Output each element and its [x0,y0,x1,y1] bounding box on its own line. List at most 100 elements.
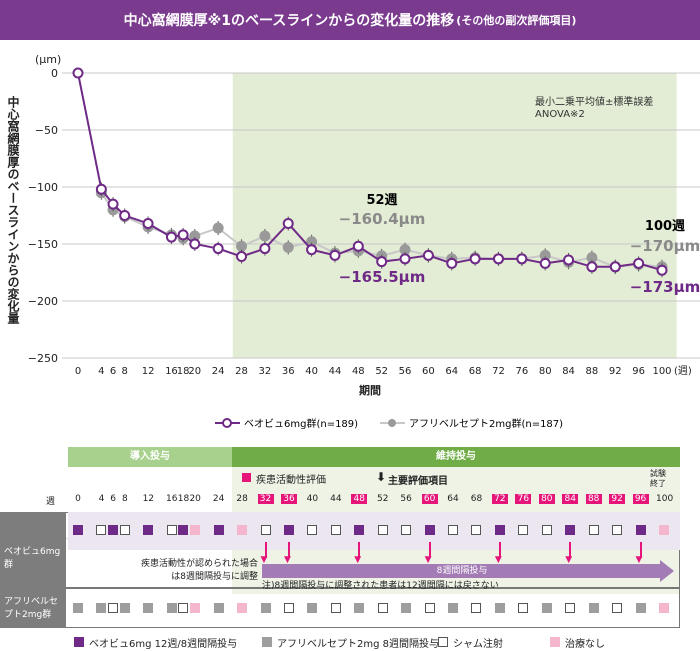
week-number: 32 [257,494,274,504]
beovu-dose-S [471,525,482,535]
adjust-arrow [358,542,361,558]
week-number: 12 [142,494,155,504]
beovu-dose-S [119,525,130,535]
data-point [212,222,224,234]
data-point [329,249,341,261]
afl-dose-S [178,603,189,613]
legend-beovu: ベオビュ6mg群(n=189) [244,417,358,430]
afl-dose-K [190,603,201,613]
data-point [259,243,271,255]
data-point [259,230,271,242]
week-number: 28 [236,494,248,504]
beovu-dose-P [494,525,505,535]
x-tick-label: 40 [305,366,318,377]
x-tick-label: 84 [562,366,575,377]
week-number: 80 [538,494,555,504]
beovu-dose-P [635,525,646,535]
adjust-note: 疾患活動性が認められた場合は8週間隔投与に調整 [140,559,258,582]
x-tick-label: 68 [469,366,482,377]
title-main: 中心窩網膜厚※1のベースラインからの変化量の推移 [123,13,455,29]
adjust-arrow [264,542,267,558]
beovu-dose-P [73,525,83,535]
beovu-dose-S [541,525,552,535]
footnote: 注)8週間隔投与に調整された患者は12週間隔には戻さない [262,581,499,591]
x-unit: (週) [674,365,692,377]
beovu-dose-S [96,525,107,535]
y-axis-label: 中心窩網膜厚のベースラインからの変化量 [6,96,20,324]
disease-eval-label: 疾患活動性評価 [256,475,326,486]
beovu-dose-S [330,525,341,535]
afl-dose-G [143,603,154,613]
afl-dose-G [541,603,552,613]
data-point [399,253,411,265]
afl-dose-S [377,603,388,613]
x-tick-label: 60 [422,366,435,377]
data-point [492,253,504,265]
data-point [72,67,84,79]
annotation-w100-afl: −170μm [630,237,700,255]
adjust-arrow [287,542,290,558]
week-number: 56 [400,494,412,504]
data-point [539,257,551,269]
annotation-w52-beovu: −165.5μm [339,268,426,286]
arrow-head-icon: ▼ [565,555,573,565]
afl-dose-G [588,603,599,613]
x-tick-label: 92 [609,366,622,377]
afl-dose-K [237,603,248,613]
chart-title: 中心窩網膜厚※1のベースラインからの変化量の推移 (その他の副次評価項目) [0,0,700,40]
data-point [236,251,248,263]
beovu-dose-P [354,525,365,535]
primary-arrow-icon: ⬇ [376,470,387,484]
week-number: 18 [177,494,190,504]
week-number: 36 [280,494,297,504]
x-tick-label: 96 [632,366,645,377]
maintenance-region [232,73,677,358]
data-point [165,231,177,243]
x-tick-label: 100 [652,366,671,377]
beovu-dose-P [424,525,435,535]
week-number: 68 [470,494,483,504]
arrow-head-icon: ▼ [283,555,291,565]
y-unit: (μm) [35,53,61,66]
afl-dose-S [330,603,341,613]
study-end-label: 試験 終了 [650,469,666,488]
afl-dose-G [494,603,505,613]
data-point [282,241,294,253]
data-point [446,257,458,269]
afl-dose-K [659,603,669,613]
legend-beovu-marker [222,418,232,428]
x-tick-label: 76 [515,366,528,377]
x-tick-label: 52 [375,366,388,377]
legend-label: アフリベルセプト2mg 8週間隔投与 [277,639,439,650]
x-tick-label: 72 [492,366,505,377]
x-tick-label: 12 [142,366,155,377]
x-tick-label: 4 [98,366,104,377]
week-number: 8 [122,494,128,504]
afl-dose-S [424,603,435,613]
afl-dose-G [73,603,83,613]
x-tick-label: 0 [75,366,81,377]
week-number: 20 [189,494,201,504]
legend-label: ベオビュ6mg 12週/8週間隔投与 [89,639,238,650]
legend-label: 治療なし [565,639,605,650]
q8-arrow-icon [660,560,674,582]
x-tick-label: 20 [188,366,201,377]
arrow-head-icon: ▼ [354,555,362,565]
beovu-group-label: ベオビュ6mg群 [0,512,66,588]
beovu-dose-P [108,525,119,535]
beovu-dose-P [178,525,189,535]
x-tick-label: 56 [399,366,412,377]
week-number: 100 [656,494,674,504]
week-number: 6 [110,494,117,504]
disease-eval-marker [242,473,251,482]
arrow-head-icon: ▼ [424,555,432,565]
y-tick-label: −150 [28,238,58,251]
week-number: 72 [491,494,508,504]
afl-dose-G [260,603,271,613]
adjust-arrow [569,542,572,558]
maintenance-bar: 維持投与 [232,447,680,467]
legend-swatch [438,637,448,647]
afl-dose-S [518,603,529,613]
legend-swatch [262,637,272,647]
primary-endpoint-label: 主要評価項目 [388,476,448,487]
